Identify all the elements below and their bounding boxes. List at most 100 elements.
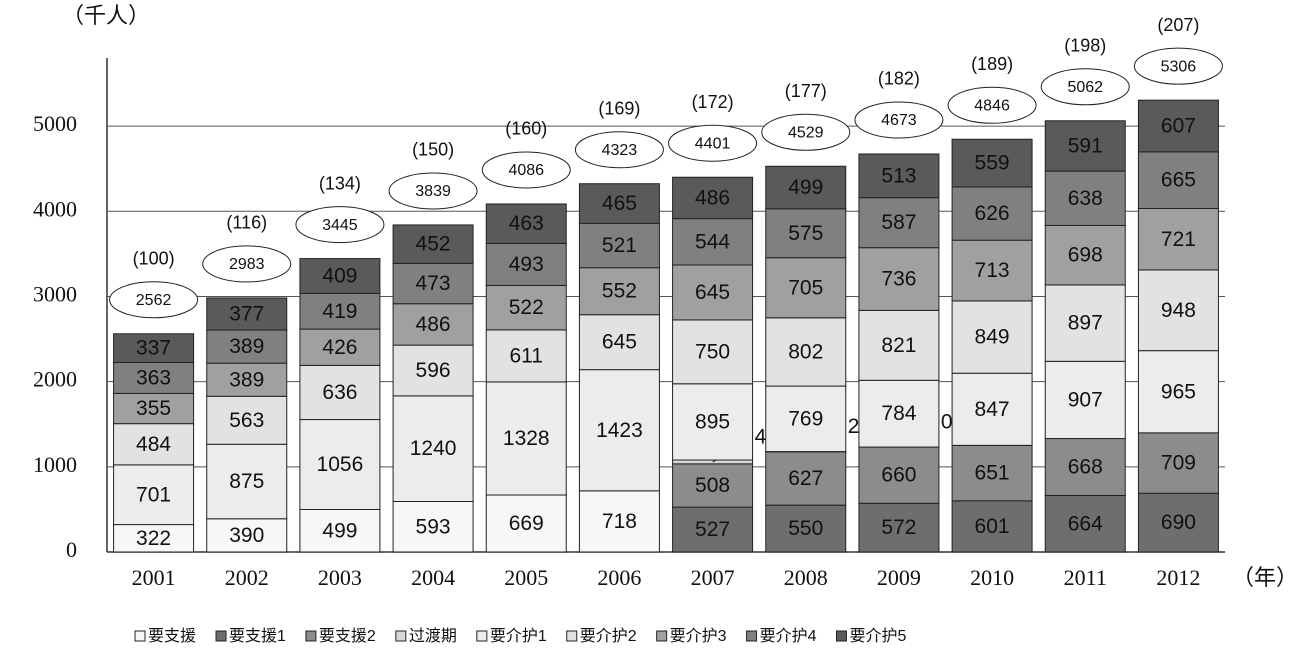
bar-segment [113,423,195,466]
bar-segment [951,186,1033,241]
value-label: 1056 [317,453,364,476]
value-label: 627 [788,467,823,490]
total-ellipse [947,86,1037,124]
bar-segment [485,329,567,383]
value-label: 499 [322,519,357,542]
legend-swatch [835,630,847,642]
bar-segment [578,267,660,316]
value-label: 527 [695,518,730,541]
value-label: 769 [788,407,823,430]
value-label: 572 [881,516,916,539]
bar-segment [765,257,847,319]
y-tick-label: 2000 [33,367,77,392]
value-label: 587 [881,211,916,234]
bar-segment [765,317,847,387]
bar-segment [392,224,474,264]
value-label: 636 [322,381,357,404]
legend-label: 要介护4 [760,627,817,645]
value-label: 363 [136,366,171,389]
value-label: 452 [416,233,451,256]
value-label: 965 [1161,380,1196,403]
value-label: 750 [695,340,730,363]
bar-segment [1044,284,1126,362]
value-label: 660 [881,464,916,487]
value-label: 493 [509,253,544,276]
index-label: (169) [598,98,640,118]
value-label: 550 [788,517,823,540]
x-tick-label: 2004 [411,565,455,590]
value-label: 508 [695,474,730,497]
y-tick-label: 5000 [33,111,77,136]
bar-segment [206,329,288,364]
x-tick-label: 2012 [1156,565,1200,590]
bar-segment [858,247,940,311]
index-label: (182) [878,69,920,89]
total-ellipse [761,113,851,151]
value-label: 337 [136,337,171,360]
x-tick-label: 2009 [877,565,921,590]
value-label: 897 [1068,312,1103,335]
value-label: 409 [322,265,357,288]
bar-segment [858,197,940,249]
index-label: (160) [505,119,547,139]
value-label: 0 [941,411,953,434]
total-label: 4323 [602,142,638,159]
value-label: 626 [975,202,1010,225]
value-label: 784 [881,402,916,425]
value-label: 718 [602,510,637,533]
total-ellipse [295,206,385,244]
legend-swatch [566,630,578,642]
legend-swatch [134,630,146,642]
value-label: 701 [136,483,171,506]
value-label: 651 [975,462,1010,485]
bar-segment [206,362,288,397]
value-label: 389 [229,335,264,358]
total-label: 4086 [508,162,544,179]
bar-segment [1044,120,1126,172]
bar-segment [1044,360,1126,440]
bar-segment [951,372,1033,446]
bar-segment [485,381,567,496]
legend-label: 要介护3 [670,627,727,645]
value-label: 849 [975,326,1010,349]
value-label: 721 [1161,228,1196,251]
bar-segment [858,379,940,448]
legend-swatch [395,630,407,642]
bar-segment [672,319,754,385]
total-ellipse [1040,68,1130,106]
x-tick-label: 2007 [691,565,735,590]
value-label: 698 [1068,244,1103,267]
bar-segment [672,176,754,220]
bar-segment [1044,224,1126,286]
total-label: 5062 [1067,79,1103,96]
total-ellipse [1133,47,1223,85]
bar-segment [858,446,940,504]
value-label: 645 [602,331,637,354]
bar-segment [392,344,474,397]
legend-swatch [656,630,668,642]
x-tick-label: 2010 [970,565,1014,590]
bar-segment [1137,99,1219,153]
value-label: 664 [1068,512,1103,535]
bar-segment [113,361,195,394]
value-label: 484 [136,433,171,456]
total-label: 4673 [881,112,917,129]
value-label: 895 [695,410,730,433]
total-label: 5306 [1161,58,1197,75]
legend-label: 要支援 [148,627,196,645]
x-unit: （年） [1232,565,1289,590]
value-label: 426 [322,336,357,359]
value-label: 419 [322,300,357,323]
legend-label: 要介护1 [490,627,547,645]
legend-label: 要支援1 [229,627,286,645]
bar-segment [1044,170,1126,226]
value-label: 607 [1161,115,1196,138]
bar-segment [765,385,847,453]
value-label: 463 [509,212,544,235]
value-label: 690 [1161,511,1196,534]
index-label: (207) [1157,15,1199,35]
bar-segment [1137,207,1219,271]
total-label: 3839 [415,183,451,200]
legend-label: 要介护5 [849,627,906,645]
value-label: 596 [416,359,451,382]
